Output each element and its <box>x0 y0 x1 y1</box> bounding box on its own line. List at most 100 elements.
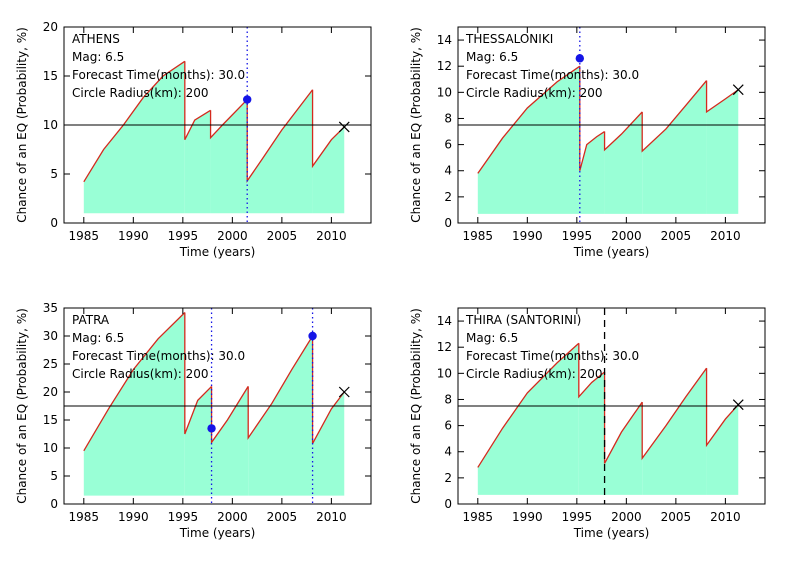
plot-area <box>83 27 345 223</box>
panel-info-line: Circle Radius(km): 200 <box>466 86 603 100</box>
y-tick-label: 10 <box>437 85 452 99</box>
y-axis-label: Chance of an EQ (Probability, %) <box>409 27 423 223</box>
y-axis-label: Chance of an EQ (Probability, %) <box>409 308 423 504</box>
x-tick-label: 2010 <box>316 229 347 243</box>
area-fill <box>184 110 211 214</box>
area-fill <box>477 343 579 495</box>
probability-line <box>578 343 605 399</box>
probability-line <box>311 89 345 169</box>
panel-title: THESSALONIKI <box>465 32 553 46</box>
end-x-marker <box>732 399 744 411</box>
probability-line <box>477 342 580 468</box>
y-tick-label: 6 <box>444 138 452 152</box>
area-fill <box>184 386 212 496</box>
x-axis-label: Time (years) <box>573 526 650 540</box>
area-fill <box>83 312 185 496</box>
y-tick-label: 20 <box>43 20 58 34</box>
x-tick-label: 1995 <box>562 510 593 524</box>
panel-info-line: Mag: 6.5 <box>466 50 518 64</box>
probability-line <box>184 312 213 435</box>
panel-info-line: Forecast Time(months): 30.0 <box>466 68 639 82</box>
x-tick-label: 1985 <box>69 510 100 524</box>
area-fill <box>578 372 605 495</box>
x-tick-label: 1985 <box>463 229 494 243</box>
area-fill <box>706 404 739 495</box>
probability-line <box>83 60 186 183</box>
x-tick-label: 2010 <box>710 229 741 243</box>
y-tick-label: 0 <box>50 216 58 230</box>
probability-line <box>184 61 211 140</box>
y-tick-label: 0 <box>444 497 452 511</box>
x-tick-label: 2005 <box>661 510 692 524</box>
y-tick-label: 6 <box>444 419 452 433</box>
y-tick-label: 0 <box>50 497 58 511</box>
x-tick-label: 2005 <box>267 229 298 243</box>
area-fill <box>312 392 345 496</box>
x-tick-label: 1985 <box>463 510 494 524</box>
x-tick-label: 1990 <box>512 229 543 243</box>
y-tick-label: 35 <box>43 301 58 315</box>
y-tick-label: 10 <box>43 118 58 132</box>
x-tick-label: 2000 <box>611 229 642 243</box>
area-fill <box>248 336 313 496</box>
y-tick-label: 4 <box>444 164 452 178</box>
x-tick-label: 2000 <box>611 510 642 524</box>
x-axis-label: Time (years) <box>573 245 650 259</box>
probability-line <box>83 312 186 452</box>
x-axis-label: Time (years) <box>179 526 256 540</box>
panel-4: 1985 1990 1995 2000 2005 2010 0 2 4 6 8 10 12 14 Time … <box>409 307 766 540</box>
x-tick-label: 1990 <box>118 510 149 524</box>
y-tick-label: 0 <box>444 216 452 230</box>
y-tick-label: 14 <box>437 314 452 328</box>
x-tick-label: 2005 <box>661 229 692 243</box>
area-fill <box>706 89 739 214</box>
area-fill <box>247 89 313 214</box>
x-tick-label: 2005 <box>267 510 298 524</box>
probability-line <box>603 111 643 152</box>
area-fill <box>642 80 707 214</box>
area-fill <box>210 99 248 214</box>
probability-line <box>477 65 581 174</box>
x-tick-label: 1995 <box>168 229 199 243</box>
area-fill <box>477 66 580 214</box>
y-tick-label: 8 <box>444 111 452 125</box>
area-fill <box>579 131 605 214</box>
y-tick-label: 5 <box>50 167 58 181</box>
probability-line <box>641 367 708 461</box>
y-tick-label: 10 <box>43 441 58 455</box>
y-tick-label: 20 <box>43 385 58 399</box>
plot-area <box>83 308 345 504</box>
end-x-marker <box>338 121 350 133</box>
panel-info-line: Circle Radius(km): 200 <box>72 367 209 381</box>
y-tick-label: 2 <box>444 190 452 204</box>
event-marker <box>308 331 317 341</box>
panel-title: ATHENS <box>72 32 120 46</box>
probability-line <box>705 80 739 114</box>
probability-line <box>705 368 739 448</box>
x-tick-label: 2010 <box>316 510 347 524</box>
probability-line <box>641 80 708 153</box>
area-fill <box>312 126 345 214</box>
panel-info-line: Mag: 6.5 <box>466 331 518 345</box>
panel-info-line: Circle Radius(km): 200 <box>466 367 603 381</box>
plot-area <box>477 27 739 223</box>
end-x-marker <box>732 84 744 96</box>
x-tick-label: 1990 <box>118 229 149 243</box>
panel-info-line: Forecast Time(months): 30.0 <box>72 349 245 363</box>
plot-frame <box>457 307 766 505</box>
y-tick-label: 12 <box>437 59 452 73</box>
y-tick-label: 10 <box>437 366 452 380</box>
probability-line <box>209 99 248 140</box>
area-fill <box>211 386 249 496</box>
panel-1: 1985 1990 1995 2000 2005 2010 0 5 10 15 20 Time (ye… <box>15 20 372 259</box>
panel-info-line: Circle Radius(km): 200 <box>72 86 209 100</box>
y-tick-label: 30 <box>43 329 58 343</box>
y-tick-label: 14 <box>437 33 452 47</box>
x-tick-label: 2000 <box>217 510 248 524</box>
panel-info-line: Mag: 6.5 <box>72 50 124 64</box>
x-tick-label: 1985 <box>69 229 100 243</box>
event-marker <box>243 95 252 104</box>
y-tick-label: 25 <box>43 357 58 371</box>
x-tick-label: 2010 <box>710 510 741 524</box>
